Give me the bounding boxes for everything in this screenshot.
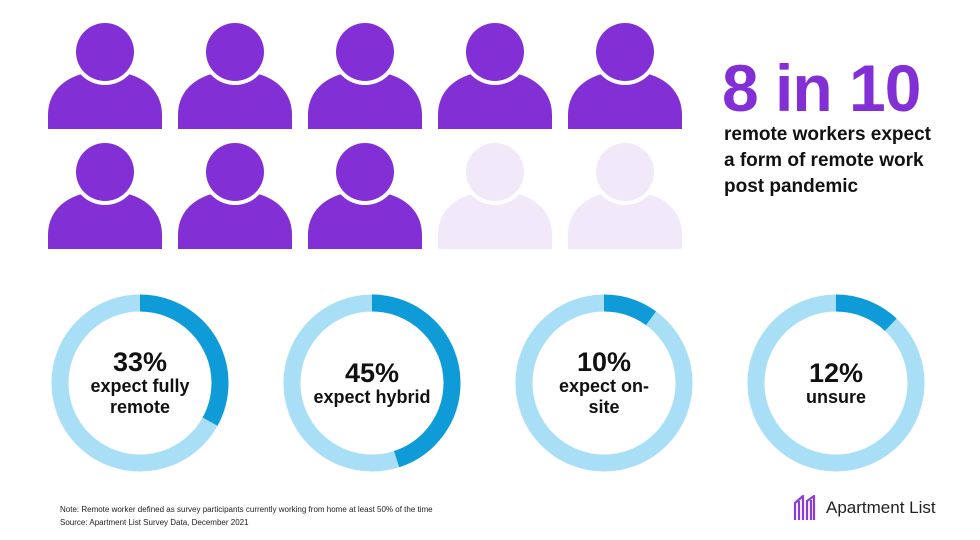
donut-label: 10% expect on-site (512, 291, 696, 475)
donut-description: unsure (805, 386, 866, 407)
person-icon-active (40, 135, 170, 255)
donut-svg (283, 294, 461, 472)
footnote-note: Note: Remote worker defined as survey pa… (60, 505, 433, 514)
person-icon (568, 139, 682, 249)
logo-text: Apartment List (826, 498, 936, 517)
person-icon-inactive (560, 135, 690, 255)
donut-chart: 45% expect hybrid (280, 291, 464, 475)
person-icon (48, 139, 162, 249)
person-icon (438, 139, 552, 249)
donut-label: 33% expect fully remote (48, 291, 232, 475)
donut-chart: 10% expect on-site (512, 291, 696, 475)
people-pictogram (40, 15, 690, 255)
person-icon-active (300, 135, 430, 255)
donut-label: 12% unsure (744, 291, 928, 475)
footnote: Note: Remote worker defined as survey pa… (60, 503, 433, 529)
donut-slice (283, 294, 461, 472)
person-icon-active (430, 15, 560, 135)
headline-stat: 8 in 10 (722, 51, 921, 125)
person-icon (178, 19, 292, 129)
donut-svg (51, 294, 229, 472)
donut-chart: 12% unsure (744, 291, 928, 475)
footnote-source: Source: Apartment List Survey Data, Dece… (60, 518, 249, 527)
donut-slice (747, 294, 925, 472)
person-icon (48, 19, 162, 129)
person-icon (308, 19, 422, 129)
donut-chart: 33% expect fully remote (48, 291, 232, 475)
donut-slice (51, 294, 229, 472)
donut-label: 45% expect hybrid (280, 291, 464, 475)
person-icon-inactive (430, 135, 560, 255)
logo-mark-icon (793, 494, 816, 520)
donut-description: expect hybrid (313, 386, 431, 407)
donut-svg (515, 294, 693, 472)
person-icon-active (170, 135, 300, 255)
donut-percent: 45% (344, 357, 400, 388)
headline-description: remote workers expect a form of remote w… (724, 124, 931, 197)
person-icon-active (170, 15, 300, 135)
donut-percent: 33% (112, 347, 168, 377)
person-icon-active (560, 15, 690, 135)
person-icon-active (40, 15, 170, 135)
person-icon (438, 19, 552, 129)
donut-slice (515, 294, 693, 472)
person-icon-active (300, 15, 430, 135)
donut-percent: 12% (808, 357, 864, 388)
donut-description: expect on-site (558, 376, 650, 417)
person-icon (568, 19, 682, 129)
person-icon (308, 139, 422, 249)
donut-description: expect fully remote (90, 376, 190, 417)
apartment-list-logo: Apartment List (790, 493, 936, 523)
donut-svg (747, 294, 925, 472)
person-icon (178, 139, 292, 249)
donut-percent: 10% (576, 347, 632, 377)
